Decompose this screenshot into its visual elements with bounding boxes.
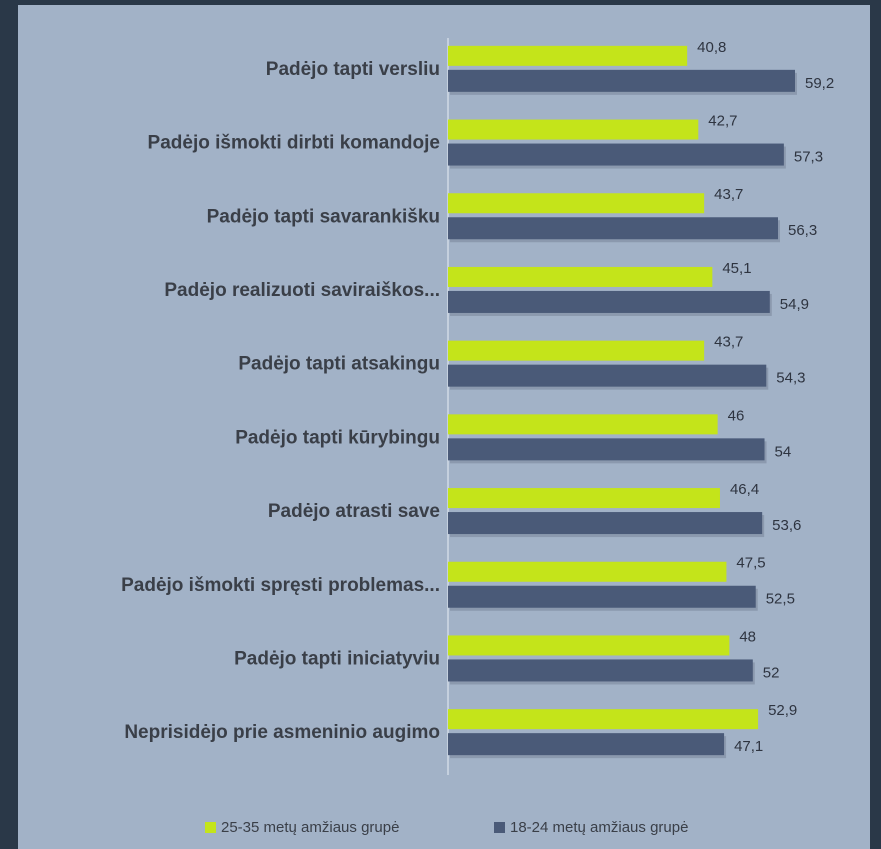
legend-label: 18-24 metų amžiaus grupė: [510, 819, 688, 836]
value-label: 46: [728, 407, 745, 424]
category-label: Padėjo tapti versliu: [266, 59, 440, 80]
category-label: Neprisidėjo prie asmeninio augimo: [124, 722, 440, 743]
bar: [448, 488, 720, 509]
bar: [448, 217, 779, 240]
bar: [448, 193, 705, 214]
bar: [448, 45, 688, 66]
value-label: 54,3: [776, 370, 805, 387]
value-label: 46,4: [730, 481, 759, 498]
bar: [448, 709, 759, 730]
legend-swatch: [205, 822, 216, 833]
bar: [448, 438, 765, 461]
value-label: 42,7: [708, 113, 737, 130]
value-label: 43,7: [714, 334, 743, 351]
bar: [448, 340, 705, 361]
bar: [448, 414, 718, 435]
value-label: 47,5: [736, 555, 765, 572]
value-label: 54,9: [780, 296, 809, 313]
value-label: 47,1: [734, 738, 763, 755]
bar: [448, 733, 725, 756]
value-label: 57,3: [794, 149, 823, 166]
bar: [448, 659, 753, 682]
value-label: 52: [763, 664, 780, 681]
legend-label: 25-35 metų amžiaus grupė: [221, 819, 399, 836]
bar: [448, 512, 763, 535]
category-label: Padėjo išmokti spręsti problemas...: [121, 575, 440, 596]
bar: [448, 119, 699, 140]
category-label: Padėjo tapti savarankišku: [207, 206, 440, 227]
value-label: 45,1: [722, 260, 751, 277]
bar: [448, 266, 713, 287]
value-label: 52,9: [768, 702, 797, 719]
value-label: 40,8: [697, 39, 726, 56]
value-label: 43,7: [714, 186, 743, 203]
category-label: Padėjo atrasti save: [268, 501, 440, 522]
value-label: 52,5: [766, 591, 795, 608]
bar: [448, 143, 784, 166]
bar: [448, 585, 756, 608]
bar: [448, 561, 727, 582]
category-label: Padėjo išmokti dirbti komandoje: [148, 133, 440, 154]
category-label: Padėjo tapti atsakingu: [238, 354, 440, 375]
bar: [448, 635, 730, 656]
bar: [448, 69, 795, 92]
category-label: Padėjo tapti iniciatyviu: [234, 648, 440, 669]
legend-swatch: [494, 822, 505, 833]
value-label: 54: [775, 443, 792, 460]
value-label: 53,6: [772, 517, 801, 534]
value-label: 48: [739, 628, 756, 645]
bar: [448, 364, 767, 387]
value-label: 56,3: [788, 222, 817, 239]
category-label: Padėjo realizuoti saviraiškos...: [164, 280, 440, 301]
value-label: 59,2: [805, 75, 834, 92]
category-label: Padėjo tapti kūrybingu: [235, 427, 440, 448]
bar: [448, 290, 770, 313]
